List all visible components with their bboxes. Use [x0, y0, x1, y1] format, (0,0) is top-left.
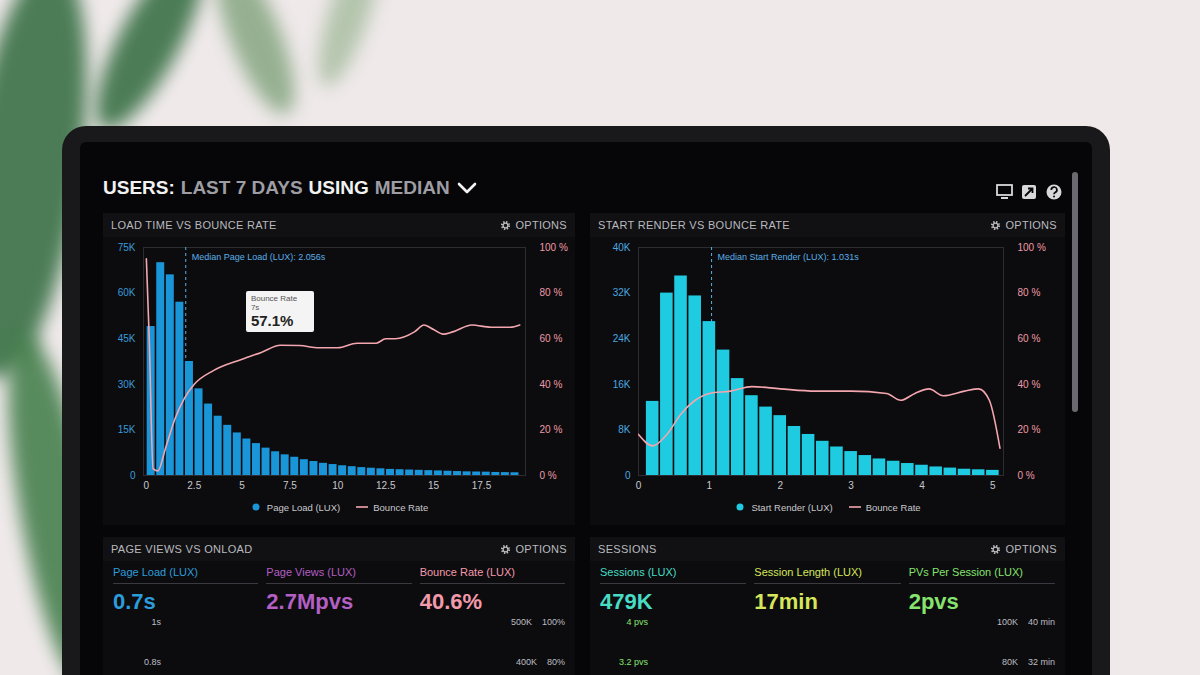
html-text:80K: 80K: [1002, 657, 1018, 667]
svg-text:15: 15: [428, 480, 440, 491]
html-text:Start Render (LUX): Start Render (LUX): [751, 501, 833, 513]
svg-text:15K: 15K: [118, 424, 136, 435]
svg-text:30K: 30K: [118, 379, 136, 390]
svg-text:32K: 32K: [613, 287, 631, 298]
html-text:Sessions (LUX): Sessions (LUX): [600, 566, 677, 578]
html-text:Bounce Rate: Bounce Rate: [250, 293, 298, 303]
svg-text:24K: 24K: [613, 333, 631, 344]
html-text:57.1%: 57.1%: [250, 312, 294, 330]
html-text:Bounce Rate: Bounce Rate: [373, 501, 429, 513]
svg-text:45K: 45K: [118, 333, 136, 344]
html-text:500K: 500K: [510, 617, 532, 627]
svg-text:7.5: 7.5: [283, 480, 297, 491]
svg-text:8K: 8K: [618, 424, 631, 435]
html-text:Page Load (LUX): Page Load (LUX): [266, 501, 341, 513]
svg-text:0: 0: [130, 470, 136, 481]
html-text:40.6%: 40.6%: [419, 589, 482, 614]
html-text:2pvs: 2pvs: [908, 589, 959, 614]
html-text:100%: 100%: [542, 617, 565, 627]
svg-text:10: 10: [332, 480, 344, 491]
svg-text:40 %: 40 %: [1018, 379, 1041, 390]
svg-text:5: 5: [239, 480, 245, 491]
html-text:START RENDER VS BOUNCE RATE: START RENDER VS BOUNCE RATE: [598, 219, 790, 231]
svg-text:60K: 60K: [118, 287, 136, 298]
html-text:7s: 7s: [250, 303, 260, 312]
svg-text:0 %: 0 %: [540, 470, 557, 481]
svg-text:100 %: 100 %: [540, 242, 568, 253]
html-text:OPTIONS: OPTIONS: [1005, 543, 1057, 555]
html-text:3.2 pvs: 3.2 pvs: [619, 657, 648, 667]
html-text:17min: 17min: [754, 589, 818, 614]
html-text:32 min: 32 min: [1028, 657, 1055, 667]
svg-text:2: 2: [777, 480, 783, 491]
html-text:USERS: LAST 7 DAYS USING MEDIA: USERS: LAST 7 DAYS USING MEDIAN: [103, 177, 450, 198]
svg-text:3: 3: [848, 480, 854, 491]
svg-text:40K: 40K: [613, 242, 631, 253]
svg-text:12.5: 12.5: [376, 480, 396, 491]
svg-text:0: 0: [636, 480, 642, 491]
html-text:SESSIONS: SESSIONS: [598, 543, 657, 555]
html-text:479K: 479K: [600, 589, 653, 614]
svg-text:0: 0: [144, 480, 150, 491]
svg-text:100 %: 100 %: [1018, 242, 1046, 253]
svg-text:0: 0: [625, 470, 631, 481]
svg-text:20 %: 20 %: [540, 424, 563, 435]
svg-text:16K: 16K: [613, 379, 631, 390]
svg-text:Median Page Load (LUX): 2.056s: Median Page Load (LUX): 2.056s: [192, 252, 326, 262]
html-text:LOAD TIME VS BOUNCE RATE: LOAD TIME VS BOUNCE RATE: [111, 219, 277, 231]
svg-text:17.5: 17.5: [472, 480, 492, 491]
html-text:400K: 400K: [516, 657, 537, 667]
html-text:PVs Per Session (LUX): PVs Per Session (LUX): [908, 566, 1023, 578]
html-text:80%: 80%: [547, 657, 565, 667]
svg-text:60 %: 60 %: [1018, 333, 1041, 344]
html-text:100K: 100K: [997, 617, 1018, 627]
svg-text:0 %: 0 %: [1018, 470, 1035, 481]
svg-text:80 %: 80 %: [1018, 287, 1041, 298]
html-text:2.7Mpvs: 2.7Mpvs: [266, 589, 354, 614]
html-text:OPTIONS: OPTIONS: [1005, 219, 1057, 231]
svg-text:5: 5: [990, 480, 996, 491]
html-text:0.8s: 0.8s: [144, 657, 161, 667]
svg-text:Median Start Render (LUX): 1.0: Median Start Render (LUX): 1.031s: [718, 252, 860, 262]
html-text:0.7s: 0.7s: [113, 589, 156, 614]
html-text:Page Views (LUX): Page Views (LUX): [266, 566, 356, 578]
html-text:OPTIONS: OPTIONS: [515, 219, 567, 231]
html-text:Bounce Rate: Bounce Rate: [865, 501, 921, 513]
html-text:1s: 1s: [151, 617, 161, 627]
svg-text:75K: 75K: [118, 242, 136, 253]
html-text:PAGE VIEWS VS ONLOAD: PAGE VIEWS VS ONLOAD: [111, 543, 253, 555]
html-text:Bounce Rate (LUX): Bounce Rate (LUX): [419, 566, 515, 578]
svg-text:4: 4: [919, 480, 925, 491]
svg-text:20 %: 20 %: [1018, 424, 1041, 435]
html-text:40 min: 40 min: [1028, 617, 1055, 627]
html-text:Page Load (LUX): Page Load (LUX): [113, 566, 198, 578]
svg-text:1: 1: [707, 480, 713, 491]
svg-text:60 %: 60 %: [540, 333, 563, 344]
html-text:4 pvs: 4 pvs: [626, 617, 648, 627]
html-text:OPTIONS: OPTIONS: [515, 543, 567, 555]
svg-text:80 %: 80 %: [540, 287, 563, 298]
svg-text:2.5: 2.5: [187, 480, 201, 491]
svg-text:40 %: 40 %: [540, 379, 563, 390]
html-text:Session Length (LUX): Session Length (LUX): [754, 566, 862, 578]
